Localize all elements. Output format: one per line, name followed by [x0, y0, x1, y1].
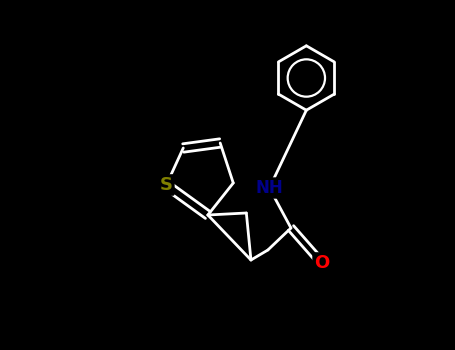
- Text: S: S: [160, 176, 173, 194]
- Text: O: O: [314, 254, 329, 272]
- Text: NH: NH: [256, 179, 283, 197]
